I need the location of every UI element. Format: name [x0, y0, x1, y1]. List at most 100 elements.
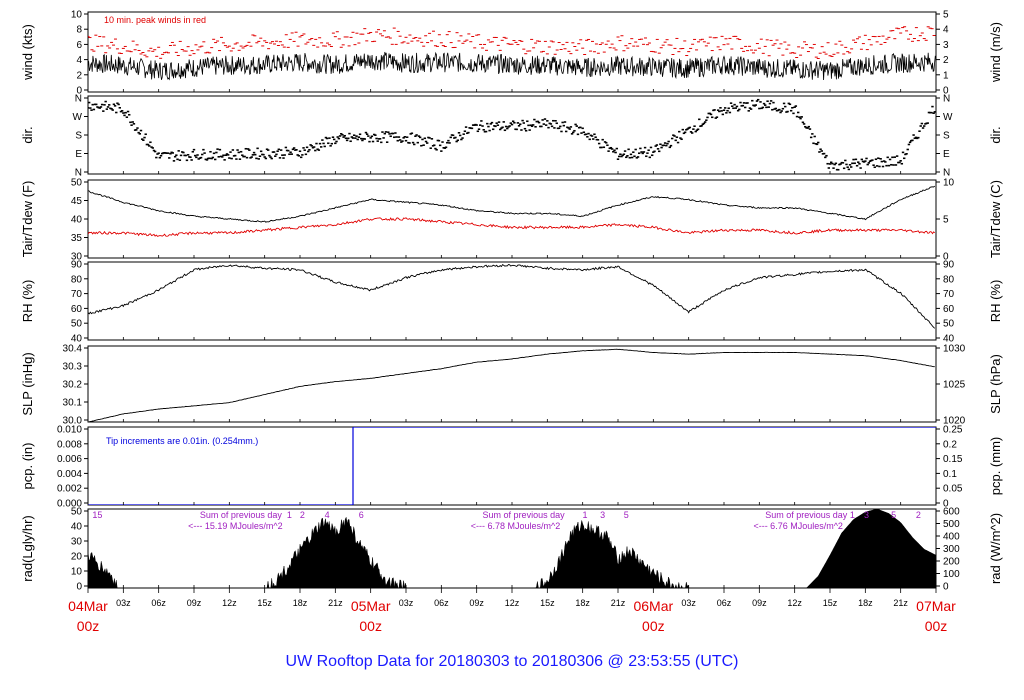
tair-line	[88, 185, 936, 223]
ytick-label-right: S	[943, 131, 950, 142]
ytick-label-left: 70	[71, 289, 83, 300]
ytick-label-left: 30.0	[63, 416, 83, 427]
ytick-label-left: 60	[71, 304, 83, 315]
ytick-label-left: 30.4	[63, 344, 83, 355]
ytick-label-left: 6	[76, 40, 82, 51]
ytick-label-left: 0.008	[57, 439, 82, 450]
ytick-label-right: 3	[943, 40, 949, 51]
ytick-label-right: 0.25	[943, 425, 963, 436]
data-temp	[88, 185, 936, 237]
x-hour-label: 03z	[399, 598, 414, 608]
ytick-label-left: 50	[71, 178, 83, 189]
ytick-label-right: N	[943, 94, 950, 105]
rad-annotation: <--- 15.19 MJoules/m^2	[188, 521, 283, 531]
ytick-label-left: 0.000	[57, 499, 82, 510]
ytick-label-right: 40	[943, 334, 955, 345]
ytick-label-left: 30.2	[63, 380, 83, 391]
x-date-hour-label: 00z	[359, 618, 382, 634]
data-rad	[88, 509, 936, 588]
ylabel-right: RH (%)	[988, 280, 1003, 323]
x-hour-label: 03z	[116, 598, 131, 608]
ytick-label-left: 2	[76, 70, 82, 81]
rad-annotation: Sum of previous day	[200, 510, 283, 520]
ytick-label-right: 5	[943, 215, 949, 226]
x-date-hour-label: 00z	[642, 618, 665, 634]
ylabel-right: wind (m/s)	[988, 22, 1003, 83]
ytick-label-left: 40	[71, 215, 83, 226]
x-hour-label: 15z	[823, 598, 838, 608]
x-date-label: 04Mar	[68, 598, 108, 614]
pcp-annotation: Tip increments are 0.01in. (0.254mm.)	[106, 436, 258, 446]
ylabel-right: Tair/Tdew (C)	[988, 180, 1003, 258]
panel-frame	[87, 179, 937, 259]
rad-annotation: Sum of previous day	[765, 510, 848, 520]
x-hour-label: 18z	[858, 598, 873, 608]
panel-frame	[87, 261, 937, 341]
ytick-label-left: 40	[71, 334, 83, 345]
x-hour-label: 12z	[505, 598, 520, 608]
x-date-label: 07Mar	[916, 598, 956, 614]
ytick-label-right: 100	[943, 569, 960, 580]
ytick-label-left: 0.006	[57, 454, 82, 465]
ylabel-right: dir.	[988, 126, 1003, 143]
rad-annotation: <--- 6.76 MJoules/m^2	[753, 521, 843, 531]
x-hour-label: 09z	[752, 598, 767, 608]
rad-hour-mark: 3	[864, 510, 869, 520]
x-hour-label: 06z	[717, 598, 732, 608]
ytick-label-right: 1	[943, 70, 949, 81]
ytick-label-left: 50	[71, 507, 83, 518]
ytick-label-right: 1020	[943, 416, 966, 427]
panel-rad: 010203040500100200300400500600rad(Lgly/h…	[20, 507, 1003, 593]
ytick-label-left: N	[75, 168, 82, 179]
data-wind	[88, 26, 936, 81]
ytick-label-right: 0.2	[943, 439, 957, 450]
x-hour-label: 18z	[575, 598, 590, 608]
ytick-label-right: 50	[943, 319, 955, 330]
ytick-label-right: 0.1	[943, 469, 957, 480]
ytick-label-right: 500	[943, 519, 960, 530]
ytick-label-left: E	[75, 149, 82, 160]
ytick-label-left: 30	[71, 252, 83, 263]
ytick-label-right: 0	[943, 86, 949, 97]
rad-hour-mark: 3	[600, 510, 605, 520]
rad-annotation: Sum of previous day	[483, 510, 566, 520]
rad-hour-mark: 4	[325, 510, 330, 520]
ylabel-right: rad (W/m^2)	[988, 513, 1003, 584]
ytick-label-right: 1030	[943, 344, 966, 355]
ytick-label-right: 400	[943, 532, 960, 543]
x-date-hour-label: 00z	[77, 618, 100, 634]
ytick-label-left: 10	[71, 10, 83, 21]
panel-frame	[87, 95, 937, 175]
wind-annotation: 10 min. peak winds in red	[104, 15, 206, 25]
ytick-label-right: 90	[943, 260, 955, 271]
x-hour-label: 12z	[222, 598, 237, 608]
rad-hour-mark: 2	[300, 510, 305, 520]
pcp-line	[88, 427, 936, 505]
ylabel-left: RH (%)	[20, 280, 35, 323]
ytick-label-right: E	[943, 149, 950, 160]
rad-hour-mark: 6	[359, 510, 364, 520]
ylabel-left: Tair/Tdew (F)	[20, 181, 35, 258]
x-hour-label: 18z	[293, 598, 308, 608]
ytick-label-left: 50	[71, 319, 83, 330]
ytick-label-left: 0	[76, 86, 82, 97]
ytick-label-right: W	[943, 112, 953, 123]
panel-pcp: 0.000 0.002 0.004 0.006 0.008 0.010 0 0.05 0.1 0.…	[20, 425, 1003, 510]
ytick-label-right: 0.05	[943, 484, 963, 495]
ytick-label-left: 35	[71, 233, 83, 244]
ytick-label-left: 0	[76, 582, 82, 593]
ytick-label-left: 10	[71, 567, 83, 578]
x-date-label: 06Mar	[633, 598, 673, 614]
ylabel-left: dir.	[20, 126, 35, 143]
ytick-label-right: 200	[943, 557, 960, 568]
ylabel-right: pcp. (mm)	[988, 437, 1003, 496]
ytick-label-left: 30.3	[63, 362, 83, 373]
ytick-label-right: 0	[943, 252, 949, 263]
ytick-label-left: 40	[71, 522, 83, 533]
wind-speed-line	[88, 51, 936, 81]
data-slp	[88, 348, 935, 422]
chart-title: UW Rooftop Data for 20180303 to 20180306…	[286, 653, 739, 670]
panel-wind: 0 2 4 6 8 10 0 1 2 3 4 5 wind (kts) wind (m/s) 10 min.…	[20, 10, 1003, 97]
ytick-label-left: S	[75, 131, 82, 142]
